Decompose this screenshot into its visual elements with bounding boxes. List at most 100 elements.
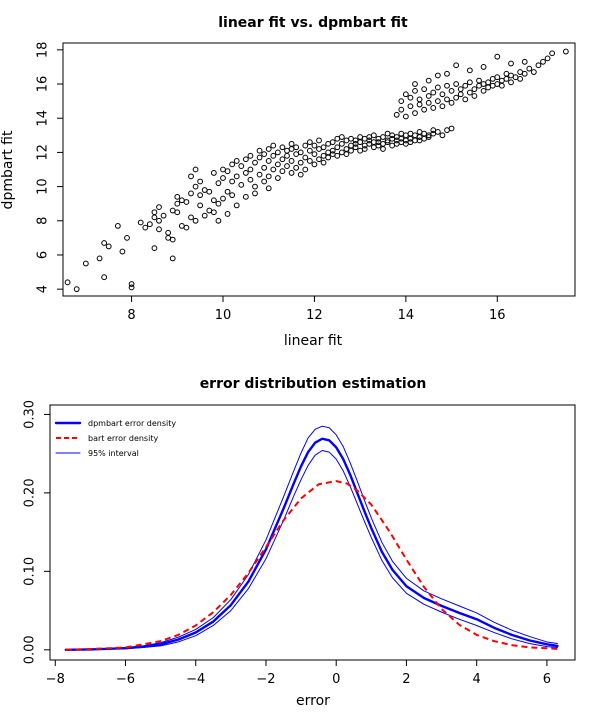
scatter-point: [242, 193, 249, 200]
legend-label-1: bart error density: [88, 434, 158, 443]
scatter-point: [544, 55, 551, 62]
scatter-y-tick-label: 6: [36, 251, 51, 259]
scatter-point: [466, 79, 473, 86]
scatter-y-label: dpmbart fit: [0, 130, 16, 209]
scatter-x-label: linear fit: [284, 333, 343, 349]
scatter-point: [494, 74, 501, 81]
scatter-point: [325, 154, 332, 161]
scatter-point: [338, 140, 345, 147]
scatter-point: [233, 158, 240, 164]
scatter-y-tick-label: 18: [36, 42, 51, 59]
scatter-x-axis: 8 10 12 14 16: [127, 296, 506, 323]
scatter-point: [265, 173, 272, 180]
scatter-point: [188, 190, 194, 197]
scatter-point: [398, 98, 405, 105]
scatter-point: [224, 188, 231, 195]
scatter-point: [471, 93, 478, 99]
scatter-point: [297, 171, 304, 178]
scatter-point: [480, 64, 487, 70]
scatter-point: [425, 134, 432, 140]
scatter-point: [188, 173, 194, 180]
scatter-point: [142, 224, 149, 231]
scatter-point: [215, 217, 222, 224]
scatter-point: [562, 48, 569, 55]
scatter-point: [320, 159, 327, 166]
scatter-point: [425, 93, 432, 99]
scatter-point: [229, 161, 236, 168]
scatter-point: [448, 125, 455, 132]
scatter-point: [444, 96, 450, 103]
scatter-point: [229, 192, 236, 199]
scatter-point: [197, 202, 204, 209]
scatter-point: [174, 209, 181, 216]
scatter-point: [151, 214, 158, 221]
scatter-point: [119, 248, 126, 255]
scatter-y-tick-label: 4: [36, 285, 51, 293]
scatter-point: [402, 113, 409, 120]
scatter-point: [380, 134, 386, 140]
scatter-point: [503, 75, 510, 82]
density-x-tick-label: −2: [256, 672, 275, 687]
density-x-axis: −8 −6 −4 −2 0 2 4 6: [46, 660, 551, 687]
scatter-point: [192, 166, 199, 173]
density-x-tick-label: −4: [186, 672, 205, 687]
scatter-point: [297, 149, 304, 156]
scatter-point: [421, 106, 428, 113]
scatter-point: [210, 209, 217, 216]
scatter-point: [462, 96, 469, 103]
scatter-point: [297, 159, 304, 166]
scatter-point: [265, 158, 272, 164]
density-x-tick-label: −8: [46, 672, 65, 687]
scatter-x-tick-label: 10: [215, 308, 232, 323]
scatter-point: [535, 62, 542, 69]
scatter-point: [64, 279, 71, 286]
scatter-point: [197, 192, 204, 199]
scatter-point: [284, 163, 290, 169]
scatter-point: [361, 146, 368, 152]
scatter-point: [247, 166, 254, 173]
scatter-point: [224, 211, 231, 217]
scatter-point: [407, 94, 414, 101]
scatter-point: [229, 178, 236, 185]
scatter-point: [215, 180, 222, 187]
scatter-point: [252, 183, 258, 190]
scatter-point: [261, 178, 268, 185]
scatter-point: [480, 87, 487, 94]
scatter-point: [306, 147, 313, 154]
scatter-point: [540, 58, 546, 65]
scatter-point: [274, 149, 281, 156]
scatter-point: [448, 99, 455, 106]
scatter-point: [233, 173, 240, 180]
scatter-point: [306, 139, 313, 146]
scatter-point: [521, 58, 528, 65]
scatter-point: [247, 152, 254, 159]
scatter-point: [151, 245, 158, 252]
scatter-point: [210, 170, 217, 176]
scatter-point: [311, 161, 318, 168]
scatter-point: [407, 103, 414, 110]
scatter-point: [128, 281, 135, 287]
scatter-point: [279, 156, 286, 163]
scatter-point: [306, 158, 313, 164]
scatter-point: [457, 91, 464, 98]
scatter-point: [357, 139, 364, 146]
scatter-point: [402, 91, 409, 98]
scatter-point: [293, 144, 300, 151]
scatter-point: [165, 229, 172, 236]
scatter-point: [288, 170, 295, 176]
scatter-point: [302, 166, 309, 173]
scatter-point: [498, 82, 505, 89]
density-x-tick-label: 2: [402, 672, 410, 687]
density-panel: error distribution estimation −8 −6 −4 −2 0 2…: [23, 376, 576, 709]
scatter-point: [416, 96, 423, 103]
scatter-point: [261, 164, 268, 171]
scatter-point: [210, 197, 217, 204]
scatter-point: [329, 147, 336, 154]
scatter-point: [530, 69, 537, 75]
scatter-point: [412, 110, 418, 116]
scatter-point: [334, 152, 341, 159]
scatter-point: [302, 154, 309, 161]
scatter-point: [265, 146, 272, 152]
scatter-point: [183, 224, 190, 231]
scatter-point: [425, 99, 432, 106]
